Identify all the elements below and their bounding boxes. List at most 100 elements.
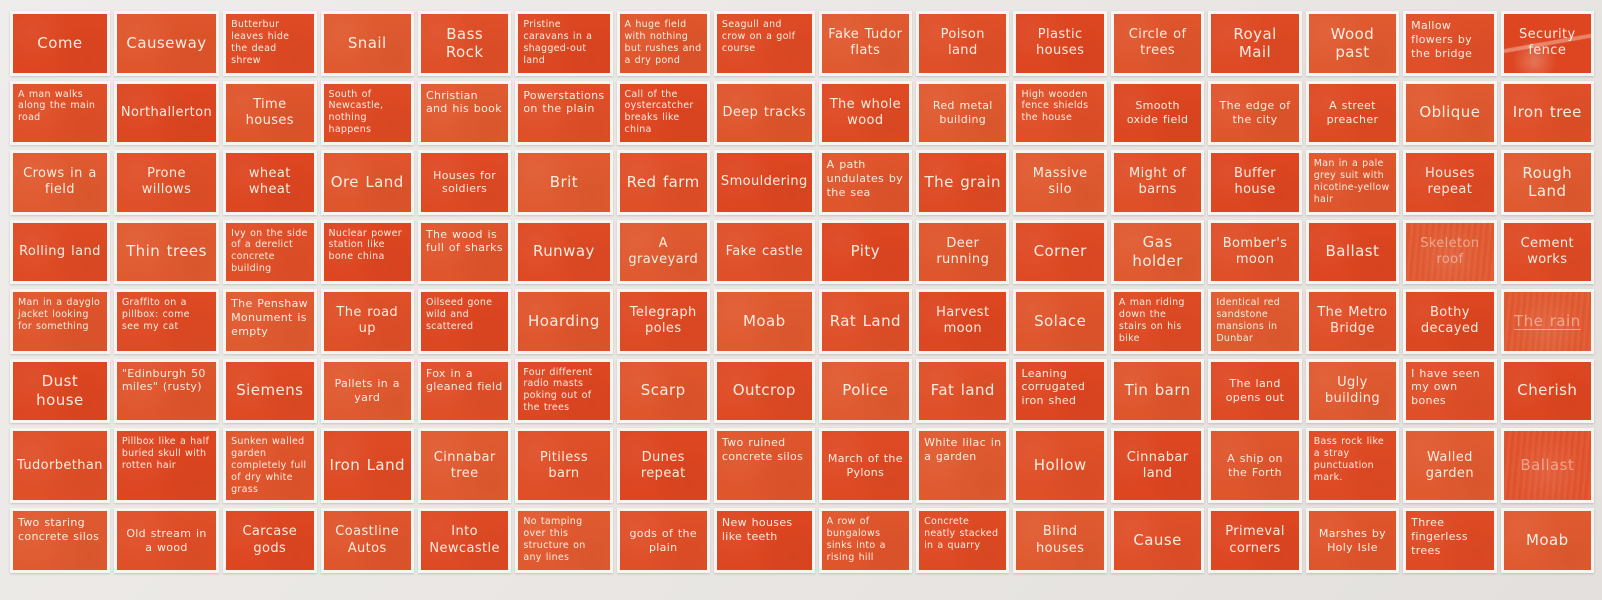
- card-print: Into Newcastle: [421, 511, 508, 570]
- card-print: Harvest moon: [919, 292, 1006, 351]
- card: Thin trees: [113, 219, 220, 285]
- card-print: Fake castle: [717, 223, 812, 282]
- card-print: The road up: [324, 292, 411, 351]
- card: A huge field with nothing but rushes and…: [616, 11, 710, 76]
- card-print: Outcrop: [717, 362, 812, 421]
- card-print: Cherish: [1504, 362, 1591, 421]
- card-caption: Old stream in a wood: [126, 526, 207, 554]
- card: Deer running: [916, 219, 1010, 285]
- card-print: Come: [13, 14, 107, 73]
- card-print: Red metal building: [919, 84, 1006, 143]
- card-caption: Rat Land: [829, 311, 901, 330]
- card-grid: Come Causeway Butterbur leaves hide the de…: [10, 11, 1594, 573]
- card: Iron tree: [1500, 80, 1594, 146]
- card-caption: Plastic houses: [1036, 27, 1085, 59]
- card: Man in a pale grey suit with nicotine-ye…: [1305, 150, 1400, 215]
- card: High wooden fence shields the house: [1013, 80, 1107, 146]
- card-print: Snail: [324, 14, 411, 73]
- card-caption: New houses like teeth: [721, 516, 793, 544]
- card-print: Graffito on a pillbox: come see my cat: [117, 292, 216, 351]
- card: Prone willows: [113, 150, 220, 215]
- card-print: Poison land: [919, 14, 1006, 73]
- card-caption: The rain: [1514, 311, 1581, 330]
- card-caption: The grain: [924, 172, 1002, 191]
- card-print: New houses like teeth: [717, 511, 812, 570]
- card-print: Siemens: [226, 362, 313, 421]
- card-print: Two staring concrete silos: [13, 511, 107, 570]
- card-print: Fox in a gleaned field: [421, 362, 508, 421]
- card-caption: Sunken walled garden completely full of …: [231, 436, 307, 495]
- card-caption: Pristine caravans in a shagged-out land: [523, 19, 593, 66]
- card: Cinnabar tree: [417, 428, 512, 504]
- card: Scarp: [616, 358, 710, 424]
- card: Pallets in a yard: [320, 358, 414, 424]
- card-caption: Concrete neatly stacked in a quarry: [924, 516, 999, 552]
- card: Mallow flowers by the bridge: [1403, 11, 1497, 76]
- card-print: Sunken walled garden completely full of …: [226, 431, 313, 500]
- card: Ivy on the side of a derelict concrete b…: [223, 219, 317, 285]
- card-caption: Into Newcastle: [429, 524, 500, 556]
- card-caption: No tamping over this structure on any li…: [523, 516, 586, 564]
- card: Outcrop: [713, 358, 815, 424]
- card-caption: Identical red sandstone mansions in Dunb…: [1216, 297, 1281, 344]
- card-print: March of the Pylons: [822, 431, 909, 500]
- card-caption: Skeleton roof: [1420, 235, 1480, 267]
- card-print: Call of the oystercatcher breaks like ch…: [620, 84, 707, 143]
- card-caption: March of the Pylons: [827, 452, 903, 479]
- card-print: Pity: [822, 223, 909, 282]
- card-caption: Snail: [347, 33, 387, 52]
- card-caption: A huge field with nothing but rushes and…: [624, 19, 702, 66]
- card-print: Brit: [518, 153, 609, 212]
- card: Dust house: [10, 358, 110, 424]
- card: Powerstations on the plain: [515, 80, 613, 146]
- card-print: Rat Land: [822, 292, 909, 351]
- card-caption: Leaning corrugated iron shed: [1021, 366, 1086, 408]
- card: Fake castle: [713, 219, 815, 285]
- card-print: Smooth oxide field: [1114, 84, 1201, 143]
- card: Causeway: [113, 11, 220, 76]
- card: Into Newcastle: [417, 508, 512, 573]
- card-print: Rough Land: [1504, 153, 1591, 212]
- card-print: Coastline Autos: [324, 511, 411, 570]
- card: Massive silo: [1013, 150, 1107, 215]
- card-print: Smouldering: [717, 153, 812, 212]
- card: Cherish: [1500, 358, 1594, 424]
- card: Brit: [515, 150, 613, 215]
- card-print: Oblique: [1406, 84, 1493, 143]
- card-print: Bass rock like a stray punctuation mark.: [1309, 431, 1396, 500]
- card: Ballast: [1305, 219, 1400, 285]
- card-print: Walled garden: [1406, 431, 1493, 500]
- card: Oilseed gone wild and scattered: [417, 289, 512, 354]
- card-caption: Powerstations on the plain: [523, 88, 605, 116]
- card-print: Fake Tudor flats: [822, 14, 909, 73]
- card-caption: Man in a pale grey suit with nicotine-ye…: [1313, 158, 1390, 205]
- card-print: Man in a dayglo jacket looking for somet…: [13, 292, 107, 351]
- card-print: Man in a pale grey suit with nicotine-ye…: [1309, 153, 1396, 212]
- card: Ugly building: [1305, 358, 1400, 424]
- card-caption: Ore Land: [330, 172, 404, 191]
- card-print: Prone willows: [117, 153, 216, 212]
- card-caption: The road up: [336, 305, 399, 337]
- card: Solace: [1013, 289, 1107, 354]
- card: The grain: [916, 150, 1010, 215]
- card-caption: Siemens: [236, 381, 304, 400]
- card-caption: Seagull and crow on a golf course: [721, 19, 796, 54]
- card: The edge of the city: [1208, 80, 1302, 146]
- card: Coastline Autos: [320, 508, 414, 573]
- card: Rat Land: [818, 289, 913, 354]
- card-print: Ballast: [1504, 431, 1591, 500]
- card: Butterbur leaves hide the dead shrew: [223, 11, 317, 76]
- card-caption: Dunes repeat: [640, 449, 686, 481]
- card: Seagull and crow on a golf course: [713, 11, 815, 76]
- card-print: Leaning corrugated iron shed: [1016, 362, 1103, 421]
- card-print: A huge field with nothing but rushes and…: [620, 14, 707, 73]
- card-caption: Ivy on the side of a derelict concrete b…: [231, 227, 308, 275]
- card-caption: Thin trees: [126, 242, 207, 261]
- card-print: Iron Land: [324, 431, 411, 500]
- card: The whole wood: [818, 80, 913, 146]
- card-caption: High wooden fence shields the house: [1021, 88, 1089, 124]
- card: A man riding down the stairs on his bike: [1110, 289, 1205, 354]
- card-print: Massive silo: [1016, 153, 1103, 212]
- card: Sunken walled garden completely full of …: [223, 428, 317, 504]
- card: Fat land: [916, 358, 1010, 424]
